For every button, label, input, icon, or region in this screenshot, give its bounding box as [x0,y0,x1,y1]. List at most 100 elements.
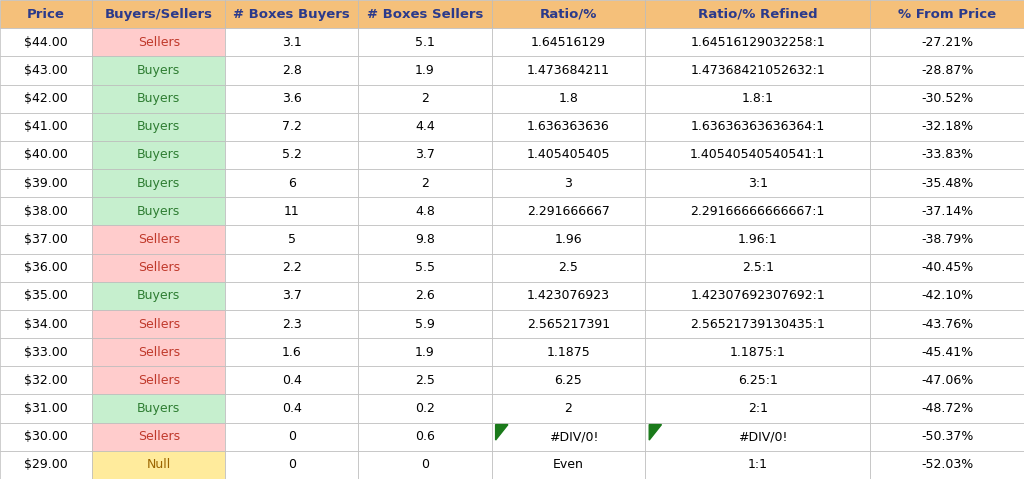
Bar [92,282,225,310]
Text: 2.565217391: 2.565217391 [526,318,610,331]
Bar [645,113,870,141]
Text: 0.4: 0.4 [282,374,302,387]
Bar [92,422,225,451]
Text: 1.1875:1: 1.1875:1 [730,346,785,359]
Bar [492,28,645,57]
Text: -35.48%: -35.48% [921,177,974,190]
Text: 0.2: 0.2 [415,402,435,415]
Text: Buyers: Buyers [137,402,180,415]
Bar [358,282,492,310]
Bar [870,253,1024,282]
Text: $38.00: $38.00 [25,205,68,218]
Bar [0,395,92,422]
Text: $30.00: $30.00 [25,430,68,443]
Text: $40.00: $40.00 [25,148,68,161]
Bar [225,0,358,28]
Text: 2.5: 2.5 [415,374,435,387]
Bar [492,84,645,113]
Bar [0,422,92,451]
Text: -50.37%: -50.37% [921,430,974,443]
Text: 1.47368421052632:1: 1.47368421052632:1 [690,64,825,77]
Bar [92,451,225,479]
Text: $35.00: $35.00 [25,289,68,302]
Bar [358,226,492,253]
Text: 2.8: 2.8 [282,64,302,77]
Bar [0,28,92,57]
Bar [225,141,358,169]
Bar [870,422,1024,451]
Text: 3:1: 3:1 [748,177,768,190]
Text: -37.14%: -37.14% [922,205,973,218]
Bar [645,366,870,395]
Bar [492,366,645,395]
Bar [0,366,92,395]
Text: 2: 2 [421,177,429,190]
Text: 6.25:1: 6.25:1 [738,374,777,387]
Bar [92,366,225,395]
Bar [492,169,645,197]
Text: -33.83%: -33.83% [922,148,973,161]
Bar [645,28,870,57]
Text: $32.00: $32.00 [25,374,68,387]
Bar [645,0,870,28]
Bar [870,197,1024,226]
Bar [0,141,92,169]
Bar [0,253,92,282]
Text: 4.8: 4.8 [415,205,435,218]
Bar [0,84,92,113]
Bar [492,395,645,422]
Text: -40.45%: -40.45% [921,261,974,274]
Bar [870,310,1024,338]
Bar [645,310,870,338]
Text: -48.72%: -48.72% [921,402,974,415]
Text: 2.56521739130435:1: 2.56521739130435:1 [690,318,825,331]
Polygon shape [649,424,662,440]
Text: % From Price: % From Price [898,8,996,21]
Bar [0,451,92,479]
Text: $42.00: $42.00 [25,92,68,105]
Text: -45.41%: -45.41% [922,346,973,359]
Bar [870,84,1024,113]
Text: Buyers: Buyers [137,64,180,77]
Text: 2: 2 [421,92,429,105]
Text: 1.64516129: 1.64516129 [530,36,606,49]
Bar [92,113,225,141]
Bar [92,141,225,169]
Text: -43.76%: -43.76% [922,318,973,331]
Text: 1:1: 1:1 [748,458,768,471]
Text: # Boxes Buyers: # Boxes Buyers [233,8,350,21]
Bar [0,0,92,28]
Text: Sellers: Sellers [137,233,180,246]
Text: -30.52%: -30.52% [921,92,974,105]
Text: -38.79%: -38.79% [921,233,974,246]
Bar [225,282,358,310]
Bar [92,84,225,113]
Bar [92,395,225,422]
Text: Sellers: Sellers [137,430,180,443]
Text: 0: 0 [288,430,296,443]
Text: 2.3: 2.3 [282,318,302,331]
Bar [358,28,492,57]
Text: Ratio/% Refined: Ratio/% Refined [698,8,817,21]
Bar [92,169,225,197]
Text: 2.6: 2.6 [415,289,435,302]
Bar [870,169,1024,197]
Text: Sellers: Sellers [137,36,180,49]
Bar [92,28,225,57]
Bar [358,422,492,451]
Text: 1.9: 1.9 [415,64,435,77]
Bar [358,366,492,395]
Bar [492,422,645,451]
Bar [492,451,645,479]
Text: 1.405405405: 1.405405405 [526,148,610,161]
Text: $31.00: $31.00 [25,402,68,415]
Text: $41.00: $41.00 [25,120,68,133]
Bar [0,57,92,84]
Text: 2: 2 [564,402,572,415]
Bar [492,57,645,84]
Bar [870,282,1024,310]
Text: 1.96:1: 1.96:1 [738,233,777,246]
Bar [92,338,225,366]
Text: 1.40540540540541:1: 1.40540540540541:1 [690,148,825,161]
Bar [225,226,358,253]
